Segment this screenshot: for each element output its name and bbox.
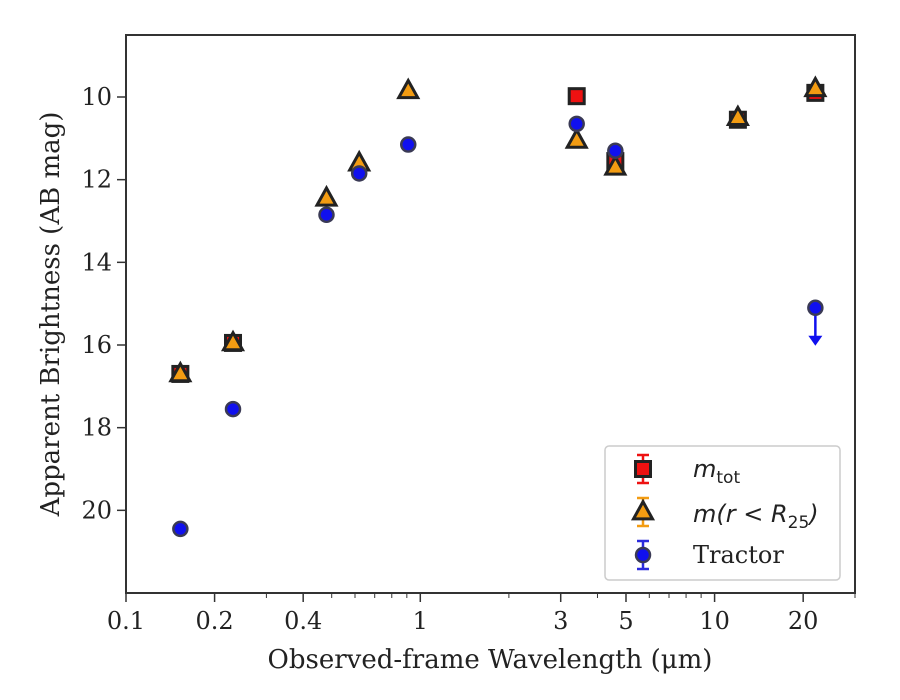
- axes: 0.1 0.2 0.4 1 3 5 10 20 10 12 14 16 18 20: [81, 83, 856, 635]
- x-tick-label: 10: [699, 607, 730, 635]
- mr25-point: [564, 127, 589, 149]
- tractor-point: [607, 142, 624, 159]
- tractor-point: [807, 299, 824, 317]
- legend-marker-tractor: [634, 546, 652, 564]
- x-tick-label: 0.2: [196, 607, 234, 635]
- plot-frame: [125, 34, 856, 594]
- x-tick-label: 0.1: [107, 607, 145, 635]
- tractor-point: [399, 136, 417, 153]
- y-tick-label: 18: [81, 414, 112, 442]
- x-tick-label: 1: [413, 607, 428, 635]
- tractor-point: [350, 165, 368, 182]
- legend-label-mtot: mtot: [693, 455, 740, 488]
- y-axis-label: Apparent Brightness (AB mag): [36, 112, 66, 518]
- y-tick-label: 14: [81, 248, 112, 276]
- mr25-point: [314, 184, 339, 207]
- mr25-point: [168, 360, 193, 383]
- legend-label-mr25: m(r < R25): [693, 500, 819, 533]
- mtot-point: [567, 87, 586, 106]
- legend-markers: [630, 453, 656, 571]
- tractor-point: [172, 520, 189, 538]
- upper-limit-arrowhead: [808, 335, 823, 346]
- x-axis-label: Observed-frame Wavelength (μm): [268, 645, 713, 675]
- mr25-point: [725, 104, 750, 127]
- mr25-point: [803, 75, 828, 98]
- legend-marker-mr25: [630, 498, 656, 521]
- mr25-point: [220, 329, 246, 352]
- x-tick-label: 0.4: [284, 607, 322, 635]
- y-tick-label: 10: [81, 83, 112, 111]
- legend-box: [604, 445, 841, 581]
- tractor-point: [568, 115, 585, 133]
- plot-marks: [168, 75, 828, 538]
- legend-label-tractor: Tractor: [693, 541, 784, 569]
- legend-marker-mtot: [634, 460, 652, 478]
- tractor-point: [318, 206, 335, 224]
- mr25-point: [603, 153, 628, 176]
- legend: mtot m(r < R25) Tractor: [604, 445, 841, 581]
- y-tick-label: 16: [81, 331, 112, 359]
- y-tick-label: 12: [81, 166, 112, 194]
- x-tick-label: 5: [618, 607, 633, 635]
- tractor-point: [224, 400, 242, 418]
- mr25-point: [396, 77, 421, 100]
- x-tick-label: 3: [553, 607, 568, 635]
- y-tick-label: 20: [81, 496, 112, 524]
- x-tick-label: 20: [788, 607, 819, 635]
